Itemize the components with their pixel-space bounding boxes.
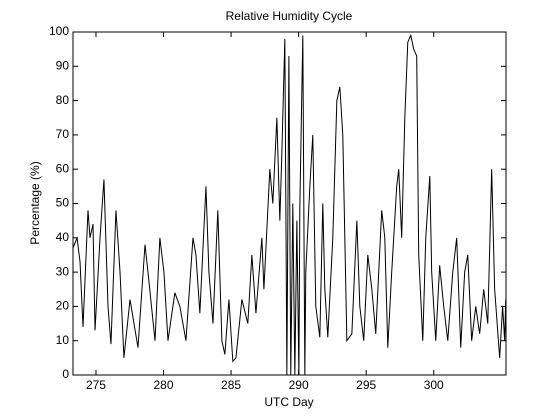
y-tick-label: 80 (56, 93, 70, 107)
y-tick-label: 100 (49, 24, 69, 38)
y-tick-label: 70 (56, 127, 70, 141)
data-line (72, 33, 507, 376)
y-tick-label: 90 (56, 58, 70, 72)
x-tick-label: 280 (154, 378, 174, 392)
y-tick-label: 10 (56, 333, 70, 347)
x-tick-label: 300 (424, 378, 444, 392)
x-tick-label: 295 (356, 378, 376, 392)
y-tick-label: 40 (56, 230, 70, 244)
y-tick-label: 50 (56, 196, 70, 210)
y-tick-label: 20 (56, 299, 70, 313)
y-tick-label: 30 (56, 264, 70, 278)
y-tick-label: 0 (62, 367, 69, 381)
chart-title: Relative Humidity Cycle (226, 9, 353, 23)
x-tick-label: 285 (221, 378, 241, 392)
x-tick-label: 275 (86, 378, 106, 392)
x-tick-label: 290 (289, 378, 309, 392)
x-axis-label: UTC Day (264, 395, 313, 409)
y-tick-label: 60 (56, 161, 70, 175)
y-axis-label: Percentage (%) (28, 161, 42, 244)
